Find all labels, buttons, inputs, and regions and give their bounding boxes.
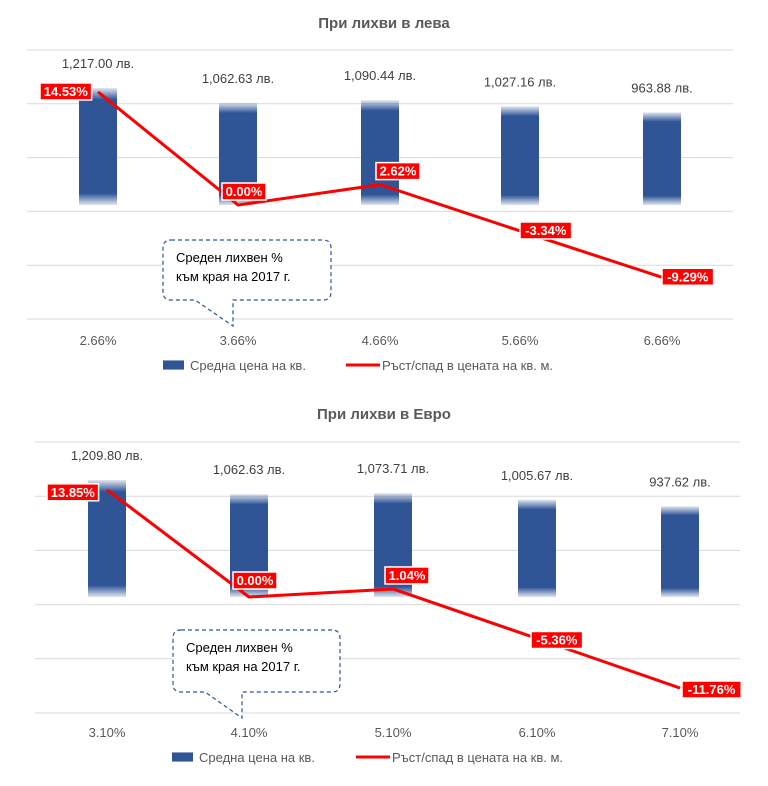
chart-leva: При лихви в лева 1,217.00 лв. 2.66% 1,062.6… (27, 15, 733, 373)
category-label: 6.10% (519, 725, 556, 740)
category-label: 2.66% (80, 333, 117, 348)
pct-label-box (681, 680, 742, 699)
pct-label: -3.34% (525, 223, 567, 238)
category-label: 7.10% (662, 725, 699, 740)
category-label: 6.66% (644, 333, 681, 348)
legend-bar-label: Средна цена на кв. (199, 750, 315, 765)
pct-label-box (46, 483, 100, 502)
category-label: 3.66% (220, 333, 257, 348)
bar (501, 106, 539, 205)
callout-box (172, 629, 341, 720)
pct-label-box (39, 82, 93, 101)
bar-value-label: 1,062.63 лв. (202, 71, 274, 86)
bar-value-label: 1,062.63 лв. (213, 462, 285, 477)
category-label: 4.66% (362, 333, 399, 348)
category-label: 3.10% (89, 725, 126, 740)
bar-value-label: 1,090.44 лв. (344, 68, 416, 83)
bar-value-label: 1,073.71 лв. (357, 461, 429, 476)
pct-label: 0.00% (237, 573, 274, 588)
callout-line1: Среден лихвен % (176, 250, 283, 265)
bar-value-label: 963.88 лв. (631, 80, 692, 95)
callout-box (162, 239, 332, 328)
pct-label: -5.36% (536, 632, 578, 647)
bar (79, 88, 117, 205)
bar-value-label: 1,005.67 лв. (501, 468, 573, 483)
legend-bar-swatch (163, 360, 184, 370)
pct-label: -9.29% (667, 269, 709, 284)
legend-line-label: Ръст/спад в цената на кв. м. (392, 750, 563, 765)
pct-label-box (232, 571, 278, 590)
pct-label-box (519, 221, 573, 240)
bar (661, 506, 699, 597)
bar-value-label: 1,027.16 лв. (484, 74, 556, 89)
chart-title: При лихви в лева (318, 15, 450, 32)
growth-line (106, 488, 681, 690)
pct-label: 1.04% (389, 568, 426, 583)
pct-label-box (530, 630, 584, 650)
category-label: 5.66% (502, 333, 539, 348)
pct-label: 13.85% (51, 485, 96, 500)
legend-bar-swatch (172, 752, 193, 762)
legend-bar-label: Средна цена на кв. (190, 358, 306, 373)
callout-line2: към края на 2017 г. (176, 269, 290, 284)
growth-line (97, 90, 663, 279)
category-label: 4.10% (231, 725, 268, 740)
bar-value-label: 1,217.00 лв. (62, 56, 134, 71)
pct-label-box (221, 182, 267, 201)
pct-label: 14.53% (44, 84, 89, 99)
pct-label: 2.62% (380, 164, 417, 179)
pct-label-box (384, 566, 430, 585)
bar-value-label: 1,209.80 лв. (71, 448, 143, 463)
bar (643, 112, 681, 205)
legend-line-label: Ръст/спад в цената на кв. м. (382, 358, 553, 373)
pct-label-box (375, 161, 421, 181)
chart-euro: При лихви в Евро 1,209.80 лв. 3.10% 1,062.6… (35, 406, 742, 765)
bar-value-label: 937.62 лв. (649, 474, 710, 489)
bar (518, 499, 556, 597)
pct-label: 0.00% (226, 184, 263, 199)
category-label: 5.10% (375, 725, 412, 740)
callout-line2: към края на 2017 г. (186, 659, 300, 674)
pct-label: -11.76% (688, 682, 736, 697)
chart-title: При лихви в Евро (317, 406, 451, 423)
callout-line1: Среден лихвен % (186, 640, 293, 655)
pct-label-box (661, 267, 715, 287)
